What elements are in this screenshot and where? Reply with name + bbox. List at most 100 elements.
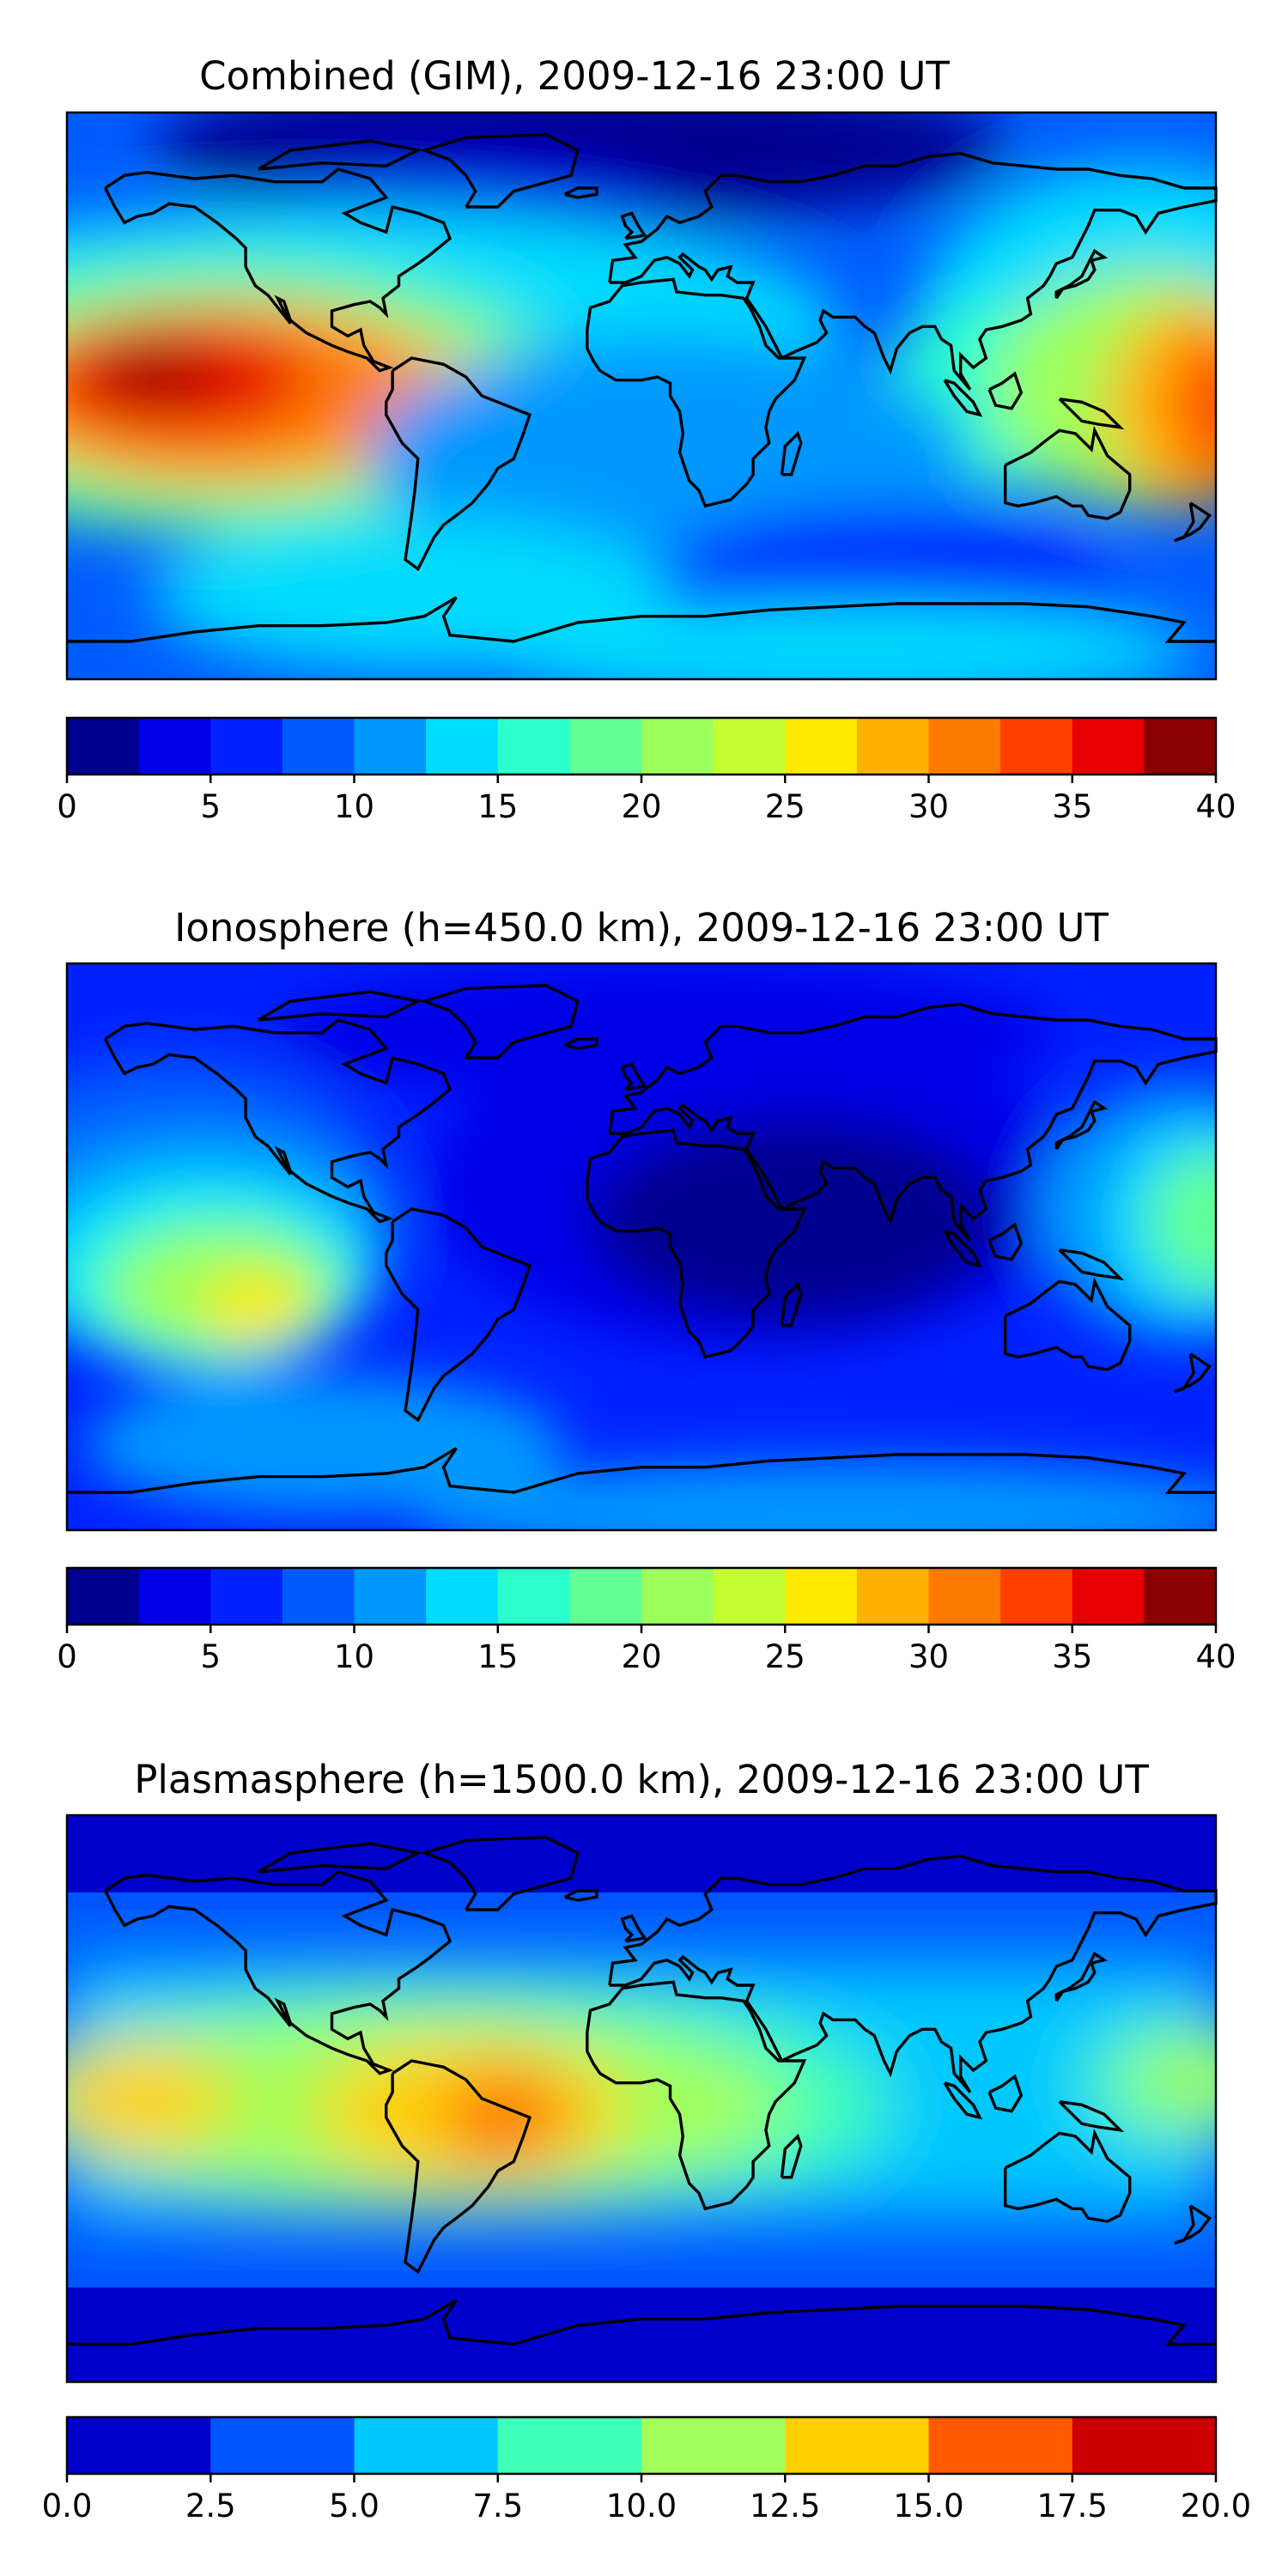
colorbar-segment: [497, 2417, 642, 2474]
panel-combined: Combined (GIM), 2009-12-16 23:00 UT: [57, 53, 1236, 825]
colorbar-segment: [210, 1568, 283, 1625]
colorbar-segment: [641, 718, 714, 775]
sumatra-coast: [943, 2081, 983, 2120]
sumatra-coast: [943, 1230, 983, 1268]
antarctica-coast: [67, 596, 1216, 643]
new-zealand-coast: [1174, 1352, 1212, 1394]
africa-coast: [586, 1980, 807, 2211]
colorbar-tick-label: 10: [334, 788, 374, 825]
colorbar-1: 0 5 10 15 20 25 30 35 40: [57, 716, 1236, 825]
europe-asia-coast: [608, 151, 1218, 391]
europe-asia-coast: [608, 1002, 1218, 1242]
japan-coast: [1054, 1951, 1109, 2002]
antarctica-coast: [67, 1447, 1216, 1494]
colorbar-segment: [1072, 1568, 1145, 1625]
colorbar-segment: [138, 1568, 211, 1625]
colorbar-tick-label: 7.5: [472, 2488, 523, 2524]
colorbar-tick-label: 0: [57, 788, 77, 825]
north-america-coast: [104, 1018, 453, 1224]
colorbar-segment: [856, 1568, 930, 1625]
colorbar-tick-label: 5: [200, 1638, 221, 1675]
british-isles-coast: [620, 211, 647, 240]
colorbar-segment: [1144, 718, 1217, 775]
map-1: [65, 111, 1218, 681]
colorbar-segment: [569, 1568, 642, 1625]
colorbar-segment: [1072, 718, 1145, 775]
colorbar-segment: [67, 2417, 211, 2474]
colorbar-tick-label: 35: [1052, 1638, 1092, 1675]
antarctica-coast: [67, 2299, 1216, 2346]
australia-coast: [1004, 1276, 1132, 1371]
map-2: [65, 962, 1218, 1532]
colorbar-tick-label: 40: [1195, 1638, 1236, 1675]
greenland-coast: [419, 983, 580, 1060]
colorbar-tick-label: 5: [200, 788, 221, 825]
colorbar-segment: [928, 718, 1001, 775]
greenland-coast: [419, 132, 580, 209]
colorbar-tick-label: 25: [765, 1638, 805, 1675]
colorbar-segment: [1144, 1568, 1217, 1625]
north-america-coast: [104, 167, 453, 373]
colorbar-segment: [641, 2417, 786, 2474]
madagascar-coast: [780, 2133, 803, 2179]
new-guinea-coast: [1058, 1249, 1125, 1281]
arctic-islands-coast: [258, 1842, 423, 1874]
madagascar-coast: [780, 1281, 803, 1327]
iceland-coast: [564, 1037, 598, 1050]
colorbar-segment: [67, 1568, 140, 1625]
borneo-coast: [987, 1222, 1024, 1261]
japan-coast: [1054, 1099, 1109, 1151]
colorbar-segment: [1072, 2417, 1217, 2474]
australia-coast: [1004, 2128, 1132, 2223]
south-america-coast: [385, 356, 532, 572]
colorbar-segment: [928, 2417, 1073, 2474]
colorbar-segment: [426, 718, 499, 775]
africa-coast: [586, 1128, 807, 1359]
colorbar-tick-label: 30: [908, 1638, 949, 1675]
borneo-coast: [987, 2074, 1024, 2113]
colorbar-tick-label: 10: [334, 1638, 374, 1675]
south-america-coast: [385, 2059, 532, 2275]
panel-plasmasphere: Plasmasphere (h=1500.0 km), 2009-12-16 2…: [42, 1757, 1252, 2524]
colorbar-tick-label: 20.0: [1181, 2488, 1251, 2524]
new-guinea-coast: [1058, 398, 1125, 430]
africa-coast: [586, 277, 807, 508]
colorbar-tick-label: 2.5: [185, 2488, 236, 2524]
colorbar-tick-label: 30: [908, 788, 949, 825]
colorbar-segment: [713, 718, 786, 775]
colorbar-tick-label: 15: [477, 1638, 518, 1675]
new-guinea-coast: [1058, 2100, 1125, 2133]
colorbar-segment: [138, 718, 211, 775]
british-isles-coast: [620, 1062, 647, 1091]
map-3: [65, 1814, 1218, 2384]
australia-coast: [1004, 425, 1132, 520]
colorbar-tick-label: 15.0: [893, 2488, 963, 2524]
sumatra-coast: [943, 379, 983, 417]
colorbar-segment: [497, 1568, 570, 1625]
colorbar-tick-label: 40: [1195, 788, 1236, 825]
colorbar-segment: [641, 1568, 714, 1625]
colorbar-tick-label: 35: [1052, 788, 1092, 825]
colorbar-tick-label: 15: [477, 788, 518, 825]
colorbar-segment: [354, 1568, 427, 1625]
arctic-islands-coast: [258, 990, 423, 1022]
colorbar-tick-label: 10.0: [606, 2488, 677, 2524]
colorbar-segment: [497, 718, 570, 775]
colorbar-segment: [354, 2417, 499, 2474]
colorbar-tick-label: 12.5: [750, 2488, 820, 2524]
panel-2-title: Ionosphere (h=450.0 km), 2009-12-16 23:0…: [174, 905, 1109, 951]
greenland-coast: [419, 1835, 580, 1911]
colorbar-segment: [785, 1568, 858, 1625]
panel-1-title: Combined (GIM), 2009-12-16 23:00 UT: [199, 53, 950, 99]
colorbar-tick-label: 20: [621, 1638, 661, 1675]
north-america-coast: [104, 1870, 453, 2075]
colorbar-tick-label: 0: [57, 1638, 77, 1675]
europe-asia-coast: [608, 1854, 1218, 2093]
colorbar-segment: [856, 718, 930, 775]
colorbar-segment: [785, 718, 858, 775]
panel-3-title: Plasmasphere (h=1500.0 km), 2009-12-16 2…: [134, 1757, 1149, 1802]
colorbar-segment: [354, 718, 427, 775]
colorbar-segment: [210, 718, 283, 775]
colorbar-tick-label: 17.5: [1037, 2488, 1108, 2524]
